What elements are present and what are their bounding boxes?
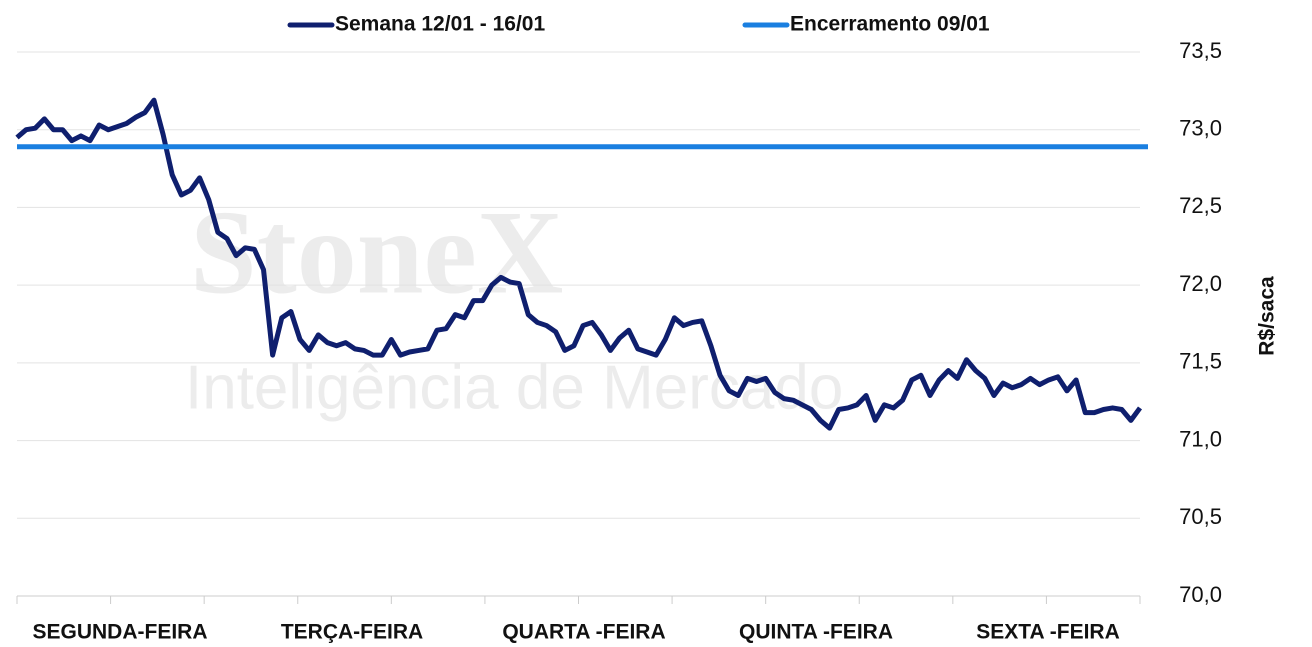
y-tick-label: 73,5 — [1179, 38, 1222, 63]
y-tick-label: 71,5 — [1179, 349, 1222, 374]
watermark-logo: StoneX — [190, 186, 563, 319]
x-tick-label: SEGUNDA-FEIRA — [32, 621, 207, 644]
y-tick-label: 73,0 — [1179, 116, 1222, 141]
y-tick-label: 72,0 — [1179, 271, 1222, 296]
y-axis-label: R$/saca — [1256, 276, 1279, 356]
x-tick-label: QUARTA -FEIRA — [502, 621, 665, 644]
x-tick-label: TERÇA-FEIRA — [281, 621, 423, 644]
y-tick-label: 71,0 — [1179, 426, 1222, 451]
y-tick-label: 70,5 — [1179, 504, 1222, 529]
legend-label: Semana 12/01 - 16/01 — [335, 13, 545, 36]
x-tick-label: SEXTA -FEIRA — [976, 621, 1120, 644]
watermark-text: Inteligência de Mercado — [185, 353, 843, 422]
x-tick-label: QUINTA -FEIRA — [739, 621, 893, 644]
y-tick-label: 72,5 — [1179, 193, 1222, 218]
y-tick-label: 70,0 — [1179, 582, 1222, 607]
legend-label: Encerramento 09/01 — [790, 13, 990, 36]
line — [15, 97, 1143, 431]
